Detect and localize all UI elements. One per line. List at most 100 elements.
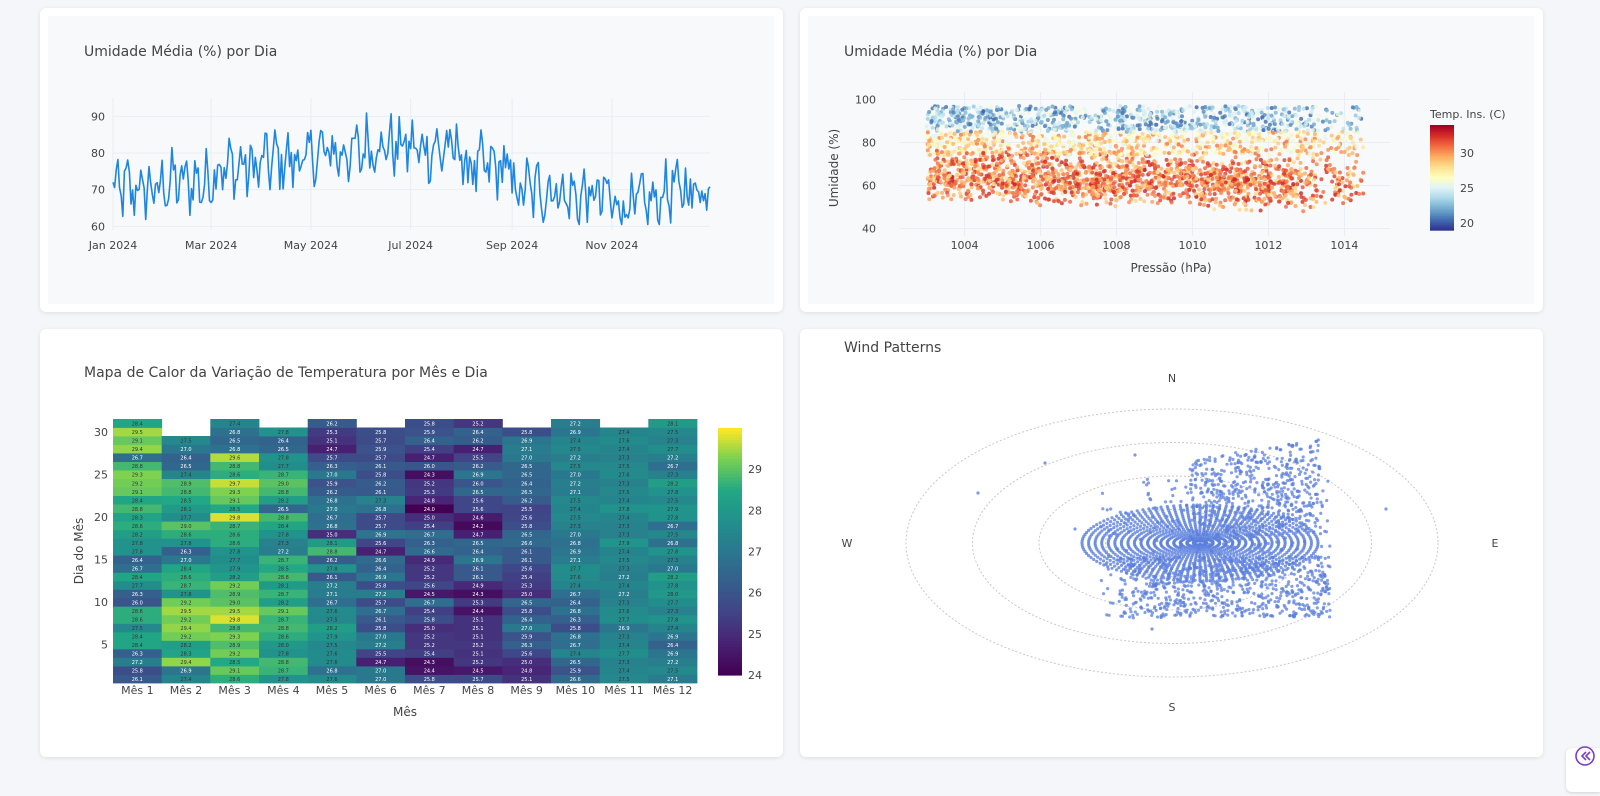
heatmap-cell-label: 26.5 (180, 464, 191, 470)
wind-point (1232, 554, 1236, 558)
scatter-point (1262, 181, 1267, 186)
scatter-point (960, 107, 965, 112)
scatter-point (1162, 125, 1167, 130)
scatter-point (1091, 196, 1096, 201)
scatter-point (1206, 203, 1211, 208)
scatter-point (1014, 190, 1019, 195)
heatmap-cell (453, 529, 503, 539)
scatter-point (1143, 179, 1148, 184)
scatter-point (1249, 110, 1254, 115)
heatmap-cell (161, 521, 211, 531)
scatter-point (1100, 128, 1105, 132)
scatter-point (1091, 148, 1096, 153)
heatmap-cell (307, 580, 357, 590)
heatmap-cell (405, 529, 455, 539)
heatmap-cell (307, 631, 357, 641)
scatter-point (1349, 192, 1354, 197)
scatter-point (1190, 173, 1195, 178)
wind-point (1238, 530, 1242, 534)
scatter-point (1056, 179, 1061, 184)
scatter-point (1107, 114, 1112, 119)
scatter-point (996, 156, 1001, 161)
scatter-y-axis-title: Umidade (%) (827, 129, 841, 207)
scatter-point (1042, 113, 1047, 118)
heatmap-y-tick-label: 5 (101, 639, 108, 652)
scatter-point (1197, 145, 1202, 150)
heatmap-cell-label: 29.0 (180, 524, 191, 530)
scatter-point (1259, 110, 1264, 115)
heatmap-colorbar-band (718, 474, 742, 478)
colorbar-band (1430, 186, 1454, 189)
heatmap-cell (161, 444, 211, 454)
scatter-point (969, 152, 974, 157)
scatter-point (1107, 107, 1112, 112)
heatmap-cell (307, 648, 357, 658)
humidity-line-chart[interactable]: Jan 2024 Mar 2024 May 2024 Jul 2024 Sep 2024… (40, 8, 783, 312)
heatmap-cell-label: 28.7 (278, 592, 289, 598)
heatmap-cell-label: 27.4 (667, 626, 678, 632)
scatter-point (1069, 116, 1073, 121)
heatmap-cell (599, 436, 649, 445)
scatter-point (991, 190, 996, 194)
heatmap-cell (259, 436, 309, 445)
scatter-point (1246, 123, 1250, 128)
heatmap-cell (307, 427, 357, 437)
heatmap-cell-label: 25.4 (424, 609, 435, 615)
heatmap-cell (161, 453, 211, 462)
scatter-point (1119, 164, 1124, 169)
heatmap-cell-label: 27.5 (667, 430, 678, 436)
scatter-point (1027, 169, 1032, 174)
wind-point (1167, 552, 1171, 556)
scatter-point (1300, 143, 1305, 148)
scatter-point (990, 150, 995, 155)
scatter-point (969, 197, 974, 202)
heatmap-cell-label: 25.8 (375, 430, 386, 436)
heatmap-cell (405, 470, 455, 479)
scatter-point (1184, 129, 1189, 133)
scatter-point (1042, 124, 1047, 129)
heatmap-cell (307, 453, 357, 462)
heatmap-cell (405, 657, 455, 667)
scatter-point (1136, 189, 1141, 194)
scatter-point (1113, 117, 1118, 122)
scatter-point (929, 119, 934, 124)
scatter-point (971, 171, 976, 176)
heatmap-cell (259, 640, 309, 650)
scatter-point (987, 141, 992, 146)
scatter-point (1045, 118, 1050, 122)
heatmap-cell-label: 27.0 (180, 558, 191, 564)
colorbar-band (1430, 182, 1454, 186)
heatmap-colorbar-band (718, 557, 742, 562)
scatter-point (1177, 192, 1182, 197)
scatter-point (1077, 143, 1082, 148)
heatmap-cell (405, 427, 455, 437)
heatmap-cell (356, 521, 406, 531)
heatmap-cell-label: 26.4 (278, 439, 289, 445)
scatter-point (1131, 138, 1136, 143)
scatter-point (1015, 126, 1020, 131)
scatter-point (968, 147, 973, 151)
scatter-point (952, 149, 957, 154)
scatter-point (973, 164, 978, 169)
scatter-point (963, 146, 967, 151)
scatter-point (1084, 192, 1088, 197)
temperature-heatmap[interactable]: 26.125.827.226.328.428.427.528.628.626.0… (40, 329, 783, 757)
line-x-tick-label: May 2024 (284, 239, 338, 252)
scatter-point (1330, 197, 1335, 202)
scatter-point (1118, 118, 1123, 123)
heatmap-cell-label: 27.8 (132, 541, 143, 547)
heatmap-cell (259, 487, 309, 496)
colorbar-band (1430, 154, 1454, 158)
scatter-point (961, 161, 966, 166)
heatmap-cell (356, 546, 406, 556)
heatmap-cell-label: 25.8 (424, 677, 435, 683)
scatter-point (1269, 113, 1274, 118)
heatmap-cell (405, 461, 455, 471)
heatmap-cell-label: 26.9 (570, 549, 581, 555)
scatter-point (1108, 201, 1113, 206)
heatmap-cell (259, 529, 309, 539)
scatter-point (1104, 119, 1109, 124)
scatter-point (1077, 151, 1082, 156)
